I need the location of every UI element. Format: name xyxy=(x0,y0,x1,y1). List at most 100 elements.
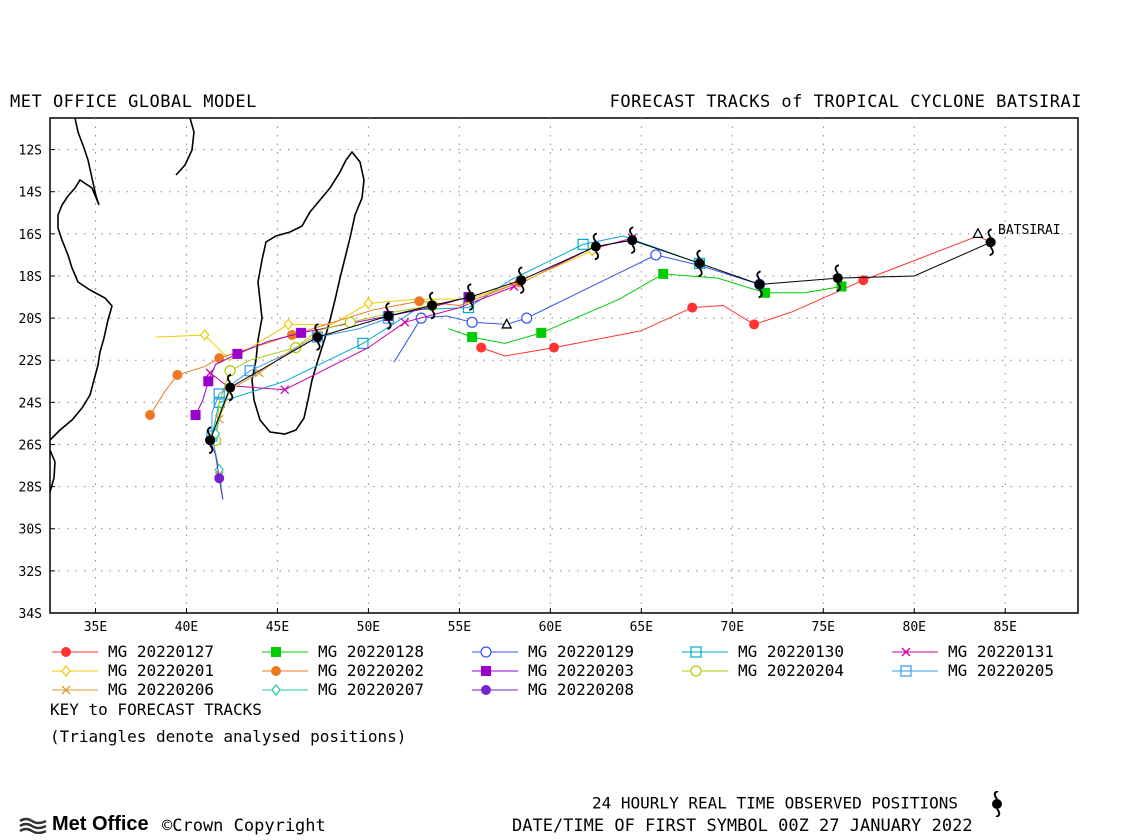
track-point xyxy=(536,327,547,338)
legend-label: MG 20220131 xyxy=(948,642,1054,661)
track-point xyxy=(199,328,210,341)
track-point xyxy=(190,410,201,420)
track-point xyxy=(687,302,698,313)
cyclone-symbol-icon xyxy=(991,790,1002,818)
legend-item: MG 20220131 xyxy=(890,642,1100,661)
legend-label: MG 20220130 xyxy=(738,642,844,661)
track-line xyxy=(209,235,700,445)
cyclone-symbol-icon xyxy=(225,373,236,402)
legend-item: MG 20220205 xyxy=(890,661,1100,680)
y-tick-label: 34S xyxy=(19,607,42,622)
copyright: ©Crown Copyright xyxy=(162,816,326,836)
analysed-position-triangle xyxy=(972,227,984,239)
legend-swatch xyxy=(52,664,98,677)
track-point xyxy=(254,368,264,378)
track-point xyxy=(213,388,225,400)
first-symbol-datetime: DATE/TIME OF FIRST SYMBOL 00Z 27 JANUARY… xyxy=(512,816,973,836)
legend-swatch xyxy=(262,683,308,696)
legend-row: MG 20220206 MG 20220207 MG 20220208 xyxy=(50,680,1110,699)
track-point xyxy=(858,275,869,286)
coastlines xyxy=(49,117,365,493)
legend-row: MG 20220201 MG 20220202 MG 20220203 MG 2022… xyxy=(50,661,1110,680)
africa-coast-north xyxy=(49,117,113,441)
legend-label: MG 20220128 xyxy=(318,642,424,661)
legend-item: MG 20220206 xyxy=(50,680,260,699)
legend-marker xyxy=(690,664,702,677)
track-point xyxy=(521,312,533,324)
legend-swatch xyxy=(472,645,518,658)
y-tick-label: 28S xyxy=(19,481,42,496)
y-tick-label: 16S xyxy=(19,228,42,243)
analysed-position-triangle xyxy=(501,318,513,329)
legend-marker xyxy=(900,664,912,677)
track-point xyxy=(145,410,156,420)
legend-item: MG 20220129 xyxy=(470,642,680,661)
legend-swatch xyxy=(472,684,518,695)
cyclone-symbol-icon xyxy=(516,266,527,295)
x-tick-label: 80E xyxy=(903,620,926,635)
x-tick-label: 60E xyxy=(539,620,562,635)
track-point xyxy=(466,316,478,328)
x-tick-label: 85E xyxy=(993,620,1016,635)
legend-swatch xyxy=(892,647,938,656)
track-mg-20220130 xyxy=(209,235,706,445)
track-point xyxy=(172,369,183,380)
legend-marker xyxy=(480,645,492,658)
chart-title: FORECAST TRACKS of TROPICAL CYCLONE BATS… xyxy=(609,92,1082,112)
logo-text: Met Office xyxy=(52,813,149,835)
observed-positions-label: 24 HOURLY REAL TIME OBSERVED POSITIONS xyxy=(592,790,1006,818)
legend-marker xyxy=(61,646,71,657)
y-tick-label: 14S xyxy=(19,186,42,201)
legend-item: MG 20220202 xyxy=(260,661,470,680)
track-point xyxy=(476,342,487,353)
axis-ticks: 35E 40E 45E 50E 55E 60E 65E 70E 75E 80E 85E 12S 14S 1… xyxy=(19,144,1017,635)
cyclone-symbol-icon xyxy=(590,232,601,261)
y-tick-label: 20S xyxy=(19,312,42,327)
track-point xyxy=(203,376,214,387)
y-tick-label: 12S xyxy=(19,144,42,159)
legend-item: MG 20220203 xyxy=(470,661,680,680)
legend-label: MG 20220208 xyxy=(528,680,634,699)
observed-track xyxy=(205,226,996,455)
y-tick-label: 26S xyxy=(19,438,42,453)
track-point xyxy=(658,268,669,279)
storm-label: BATSIRAI xyxy=(998,223,1061,238)
legend-marker xyxy=(481,684,491,695)
legend-label: MG 20220129 xyxy=(528,642,634,661)
track-point xyxy=(467,332,478,343)
legend-swatch xyxy=(682,645,728,658)
legend-swatch xyxy=(892,664,938,677)
y-tick-label: 22S xyxy=(19,354,42,369)
y-tick-label: 18S xyxy=(19,270,42,285)
track-point xyxy=(749,319,760,330)
legend-label: MG 20220127 xyxy=(108,642,214,661)
track-point xyxy=(232,348,243,359)
track-point xyxy=(363,297,374,310)
legend-marker xyxy=(901,647,911,656)
comoros-coast xyxy=(175,117,195,176)
legend-swatch xyxy=(52,646,98,657)
legend-swatch xyxy=(262,646,308,657)
cyclone-symbol-icon xyxy=(427,291,438,320)
met-office-logo: Met Office xyxy=(18,813,149,836)
x-tick-label: 35E xyxy=(84,620,107,635)
x-tick-label: 50E xyxy=(357,620,380,635)
cyclone-symbol-icon xyxy=(754,270,765,299)
legend-item: MG 20220128 xyxy=(260,642,470,661)
track-line xyxy=(155,250,593,361)
legend-swatch xyxy=(472,665,518,676)
legend-label: MG 20220203 xyxy=(528,661,634,680)
track-line xyxy=(209,440,224,500)
track-point xyxy=(760,287,771,298)
legend-marker xyxy=(271,646,281,657)
x-tick-label: 70E xyxy=(721,620,744,635)
track-line xyxy=(481,235,991,357)
observed-line xyxy=(209,239,991,441)
y-tick-label: 30S xyxy=(19,523,42,538)
x-tick-label: 40E xyxy=(175,620,198,635)
model-title: MET OFFICE GLOBAL MODEL xyxy=(10,92,257,112)
africa-coast-south xyxy=(49,449,56,493)
legend-marker xyxy=(61,685,71,694)
legend-label: MG 20220204 xyxy=(738,661,844,680)
key-title: KEY to FORECAST TRACKS xyxy=(50,700,262,719)
